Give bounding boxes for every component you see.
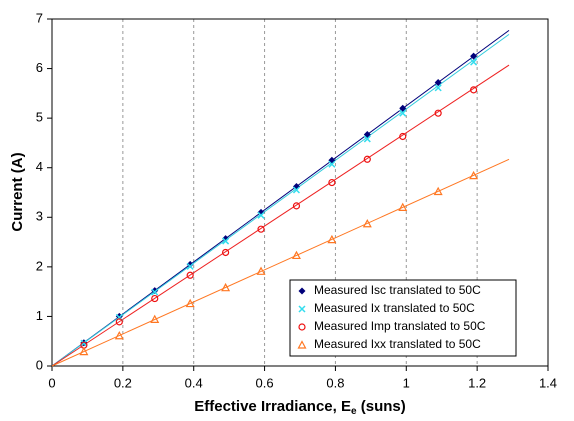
x-tick-label: 1.2 <box>468 375 486 390</box>
point <box>151 294 159 303</box>
point <box>434 84 442 92</box>
point <box>328 178 336 187</box>
point <box>363 135 371 143</box>
point <box>151 288 159 296</box>
point <box>257 225 265 233</box>
legend-label: Measured Ixx translated to 50C <box>314 337 481 351</box>
point <box>114 330 124 340</box>
point <box>222 237 230 245</box>
point <box>362 218 372 228</box>
y-tick-label: 7 <box>36 10 43 25</box>
point <box>151 287 159 295</box>
point <box>150 314 160 324</box>
point <box>399 109 407 117</box>
point <box>291 250 301 260</box>
y-tick-label: 0 <box>36 357 43 372</box>
fit-line <box>51 64 510 367</box>
point <box>292 186 300 194</box>
point <box>185 298 195 308</box>
x-tick-label: 1 <box>403 375 410 390</box>
legend-label: Measured Imp translated to 50C <box>314 319 486 333</box>
legend-label: Measured Isc translated to 50C <box>314 283 481 297</box>
fit-line <box>51 158 510 367</box>
x-axis-title: Effective Irradiance, Ee (suns) <box>194 398 405 417</box>
legend-marker <box>298 287 306 295</box>
legend-marker <box>297 340 307 349</box>
y-tick-label: 4 <box>36 159 43 174</box>
point <box>433 186 443 196</box>
point <box>186 271 194 279</box>
y-axis-title: Current (A) <box>9 152 26 231</box>
fit-line <box>51 33 510 367</box>
x-tick-label: 0.8 <box>326 375 344 390</box>
legend-marker <box>298 323 306 331</box>
point <box>470 86 478 94</box>
point <box>398 202 408 211</box>
point <box>115 318 123 326</box>
point <box>328 160 336 168</box>
point <box>186 262 194 270</box>
point <box>79 346 89 356</box>
x-tick-label: 0.4 <box>185 375 203 390</box>
point <box>434 78 442 86</box>
point <box>399 132 407 141</box>
point <box>221 282 231 292</box>
point <box>327 234 337 244</box>
point <box>222 248 230 257</box>
x-tick-label: 0.2 <box>114 375 132 390</box>
legend-marker <box>298 305 306 313</box>
point <box>434 109 442 117</box>
y-tick-label: 3 <box>36 209 43 224</box>
point <box>399 104 407 112</box>
point <box>470 52 478 60</box>
y-tick-label: 1 <box>36 308 43 323</box>
y-tick-label: 6 <box>36 60 43 75</box>
point <box>470 58 478 66</box>
plot-frame <box>51 18 549 367</box>
point <box>186 260 194 268</box>
point <box>257 211 265 219</box>
point <box>256 266 266 275</box>
x-tick-label: 0.6 <box>256 375 274 390</box>
point <box>292 202 301 210</box>
point <box>80 339 88 347</box>
x-tick-label: 1.4 <box>539 375 557 390</box>
point <box>363 155 371 163</box>
point <box>469 170 479 180</box>
x-tick-label: 0 <box>48 375 55 390</box>
legend-box <box>289 279 517 357</box>
fit-line <box>51 29 510 367</box>
legend-label: Measured Ix translated to 50C <box>314 301 475 315</box>
y-tick-label: 5 <box>36 110 43 125</box>
y-tick-label: 2 <box>36 258 43 273</box>
